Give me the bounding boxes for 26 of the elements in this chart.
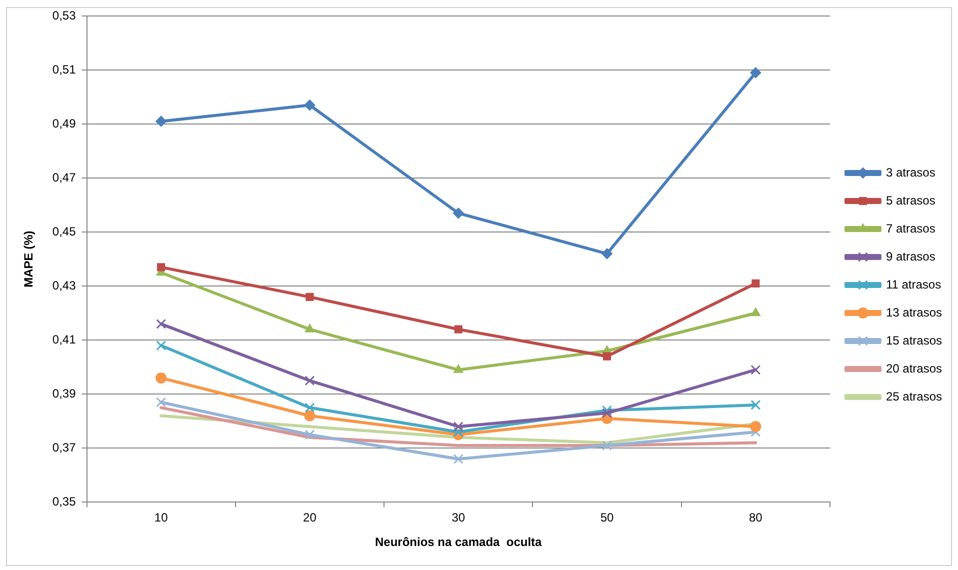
y-tick-label: 0,53 [52, 8, 76, 22]
y-tick-label: 0,39 [52, 386, 76, 400]
legend-label: 11 atrasos [886, 277, 942, 292]
y-axis-title: MAPE (%) [22, 230, 36, 288]
y-tick-label: 0,37 [52, 440, 76, 454]
x-tick-label: 50 [600, 510, 614, 525]
legend-label: 25 atrasos [886, 389, 942, 404]
x-tick-label: 30 [452, 510, 466, 525]
y-tick-label: 0,43 [52, 278, 76, 292]
legend-label: 13 atrasos [886, 305, 942, 320]
y-tick-label: 0,51 [52, 62, 76, 76]
y-tick-label: 0,47 [52, 170, 76, 184]
legend-label: 3 atrasos [886, 165, 936, 180]
x-tick-label: 20 [303, 510, 317, 525]
legend-label: 15 atrasos [886, 333, 942, 348]
legend-label: 20 atrasos [886, 361, 942, 376]
x-axis-title: Neurônios na camada oculta [375, 535, 542, 550]
y-tick-label: 0,41 [52, 332, 76, 346]
legend-label: 9 atrasos [886, 249, 936, 264]
y-tick-label: 0,35 [52, 494, 76, 509]
y-tick-label: 0,49 [52, 116, 76, 130]
legend-label: 5 atrasos [886, 193, 936, 208]
legend-label: 7 atrasos [886, 221, 936, 236]
x-tick-label: 10 [154, 510, 168, 525]
x-tick-label: 80 [748, 510, 763, 525]
y-tick-label: 0,45 [52, 224, 76, 238]
